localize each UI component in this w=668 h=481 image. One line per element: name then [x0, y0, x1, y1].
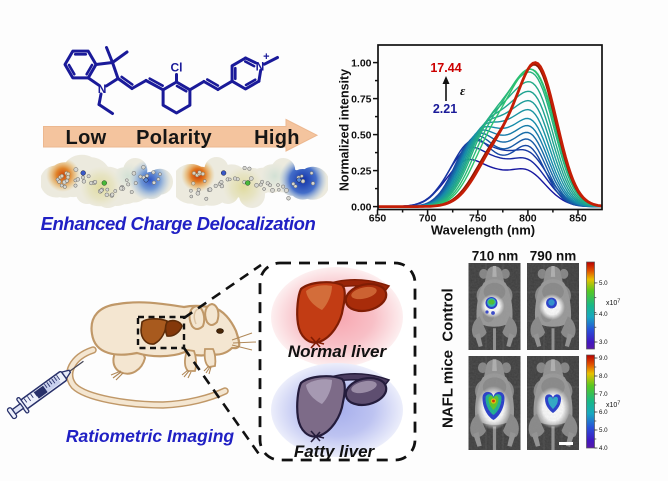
svg-text:700: 700 — [419, 213, 437, 225]
svg-text:0.25: 0.25 — [351, 165, 372, 177]
svg-text:710 nm: 710 nm — [472, 249, 519, 264]
svg-text:5.0: 5.0 — [599, 427, 608, 434]
svg-text:Fatty liver: Fatty liver — [294, 442, 376, 461]
svg-text:750: 750 — [469, 213, 487, 225]
svg-text:Wavelength (nm): Wavelength (nm) — [431, 223, 535, 238]
svg-text:0.00: 0.00 — [351, 201, 372, 213]
svg-text:17.44: 17.44 — [430, 61, 461, 75]
svg-text:N: N — [256, 60, 265, 74]
svg-text:6.0: 6.0 — [599, 409, 608, 416]
svg-text:3.0: 3.0 — [599, 339, 608, 346]
svg-text:Control: Control — [440, 288, 457, 341]
svg-text:7.0: 7.0 — [599, 391, 608, 398]
svg-text:Normalized intensity: Normalized intensity — [338, 69, 352, 191]
svg-text:1.00: 1.00 — [351, 57, 372, 69]
svg-text:High: High — [254, 127, 300, 149]
svg-text:x107: x107 — [606, 299, 620, 308]
svg-text:5.0: 5.0 — [599, 280, 608, 287]
svg-text:0.75: 0.75 — [351, 93, 372, 105]
svg-text:Cl: Cl — [171, 61, 183, 75]
svg-text:2.21: 2.21 — [433, 102, 457, 116]
svg-text:8.0: 8.0 — [599, 373, 608, 380]
svg-text:9.0: 9.0 — [599, 355, 608, 362]
svg-text:0.50: 0.50 — [351, 129, 372, 141]
svg-text:ε: ε — [460, 83, 466, 98]
svg-text:800: 800 — [519, 213, 537, 225]
svg-text:790 nm: 790 nm — [530, 249, 577, 264]
svg-text:650: 650 — [369, 213, 387, 225]
svg-text:Normal liver: Normal liver — [288, 342, 388, 361]
svg-text:Polarity: Polarity — [136, 127, 212, 149]
svg-text:Low: Low — [66, 127, 107, 149]
svg-text:NAFL mice: NAFL mice — [440, 350, 457, 428]
svg-text:4.0: 4.0 — [599, 445, 608, 452]
svg-text:x107: x107 — [606, 401, 620, 410]
svg-text:4.0: 4.0 — [599, 311, 608, 318]
svg-text:+: + — [263, 51, 269, 63]
svg-text:850: 850 — [569, 213, 587, 225]
svg-text:N: N — [98, 82, 107, 96]
